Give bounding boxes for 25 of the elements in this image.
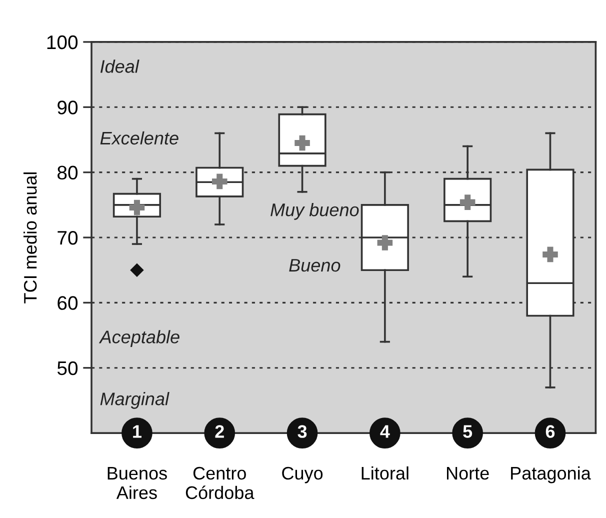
y-tick-label: 60 <box>58 296 78 310</box>
annotation: 1 <box>133 425 142 438</box>
annotation: Muy bueno <box>270 203 359 220</box>
x-tick-label: Patagonia <box>511 466 591 484</box>
y-tick-label: 70 <box>58 230 78 245</box>
annotation: 6 <box>546 425 555 438</box>
x-tick-label: Centro Córdoba <box>186 466 254 500</box>
y-tick-label: 90 <box>58 100 78 114</box>
annotation: 3 <box>298 425 307 438</box>
x-tick-label: Norte <box>446 467 489 480</box>
annotation: 5 <box>463 425 472 438</box>
x-tick-label: Cuyo <box>282 466 323 484</box>
x-tick-label: Litoral <box>362 466 408 480</box>
annotation: Excelente <box>100 131 178 145</box>
y-tick-label: 50 <box>57 361 78 376</box>
annotation: 4 <box>380 425 390 438</box>
annotation: Aceptable <box>98 330 180 347</box>
annotation: Bueno <box>289 259 340 272</box>
annotation: 2 <box>215 425 224 438</box>
annotation: Ideal <box>100 60 140 73</box>
x-tick-label: Buenos Aires <box>108 467 167 500</box>
y-tick-label: 100 <box>47 35 78 50</box>
annotation: Marginal <box>100 392 170 409</box>
y-tick-label: 80 <box>58 166 78 180</box>
y-axis-title: TCI medio anual <box>23 172 37 304</box>
